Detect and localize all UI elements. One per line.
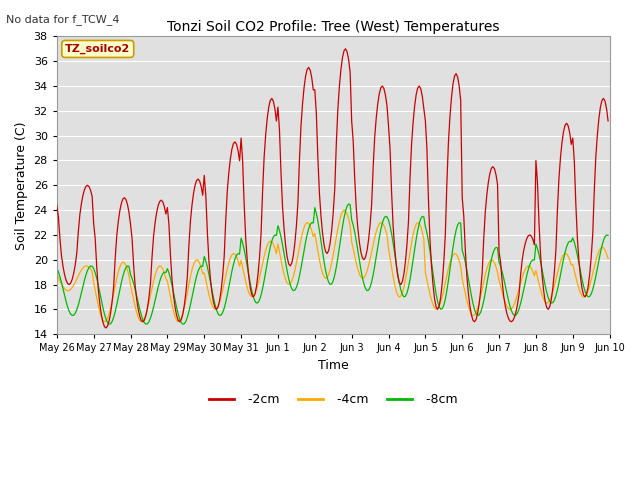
-4cm <box>604 256 612 262</box>
-8cm <box>53 265 61 271</box>
Text: TZ_soilco2: TZ_soilco2 <box>65 44 131 54</box>
X-axis label: Time: Time <box>318 359 349 372</box>
-8cm <box>142 321 150 327</box>
Line: -2cm: -2cm <box>57 49 608 328</box>
-8cm <box>120 268 128 274</box>
-2cm <box>296 157 303 163</box>
-4cm <box>219 287 227 293</box>
-2cm <box>604 118 612 124</box>
-4cm <box>138 319 145 324</box>
-4cm <box>53 272 61 277</box>
-4cm <box>120 260 128 266</box>
-2cm <box>342 46 349 52</box>
-2cm <box>53 202 61 208</box>
-8cm <box>345 201 353 207</box>
-4cm <box>246 293 254 299</box>
-2cm <box>219 273 227 279</box>
Line: -8cm: -8cm <box>57 204 608 324</box>
-4cm <box>340 207 348 213</box>
Line: -4cm: -4cm <box>57 210 608 322</box>
-2cm <box>577 274 584 279</box>
-8cm <box>246 281 254 287</box>
-8cm <box>577 268 584 274</box>
-8cm <box>237 235 245 241</box>
-2cm <box>122 197 130 203</box>
-8cm <box>604 232 612 238</box>
-8cm <box>296 273 303 279</box>
-4cm <box>577 290 584 296</box>
Text: No data for f_TCW_4: No data for f_TCW_4 <box>6 14 120 25</box>
-4cm <box>296 244 303 250</box>
-2cm <box>246 285 254 291</box>
-2cm <box>237 135 245 141</box>
Y-axis label: Soil Temperature (C): Soil Temperature (C) <box>15 121 28 250</box>
-2cm <box>102 325 110 331</box>
-8cm <box>219 310 227 315</box>
Legend:  -2cm,  -4cm,  -8cm: -2cm, -4cm, -8cm <box>204 388 463 411</box>
Title: Tonzi Soil CO2 Profile: Tree (West) Temperatures: Tonzi Soil CO2 Profile: Tree (West) Temp… <box>167 20 499 34</box>
-4cm <box>237 257 245 263</box>
